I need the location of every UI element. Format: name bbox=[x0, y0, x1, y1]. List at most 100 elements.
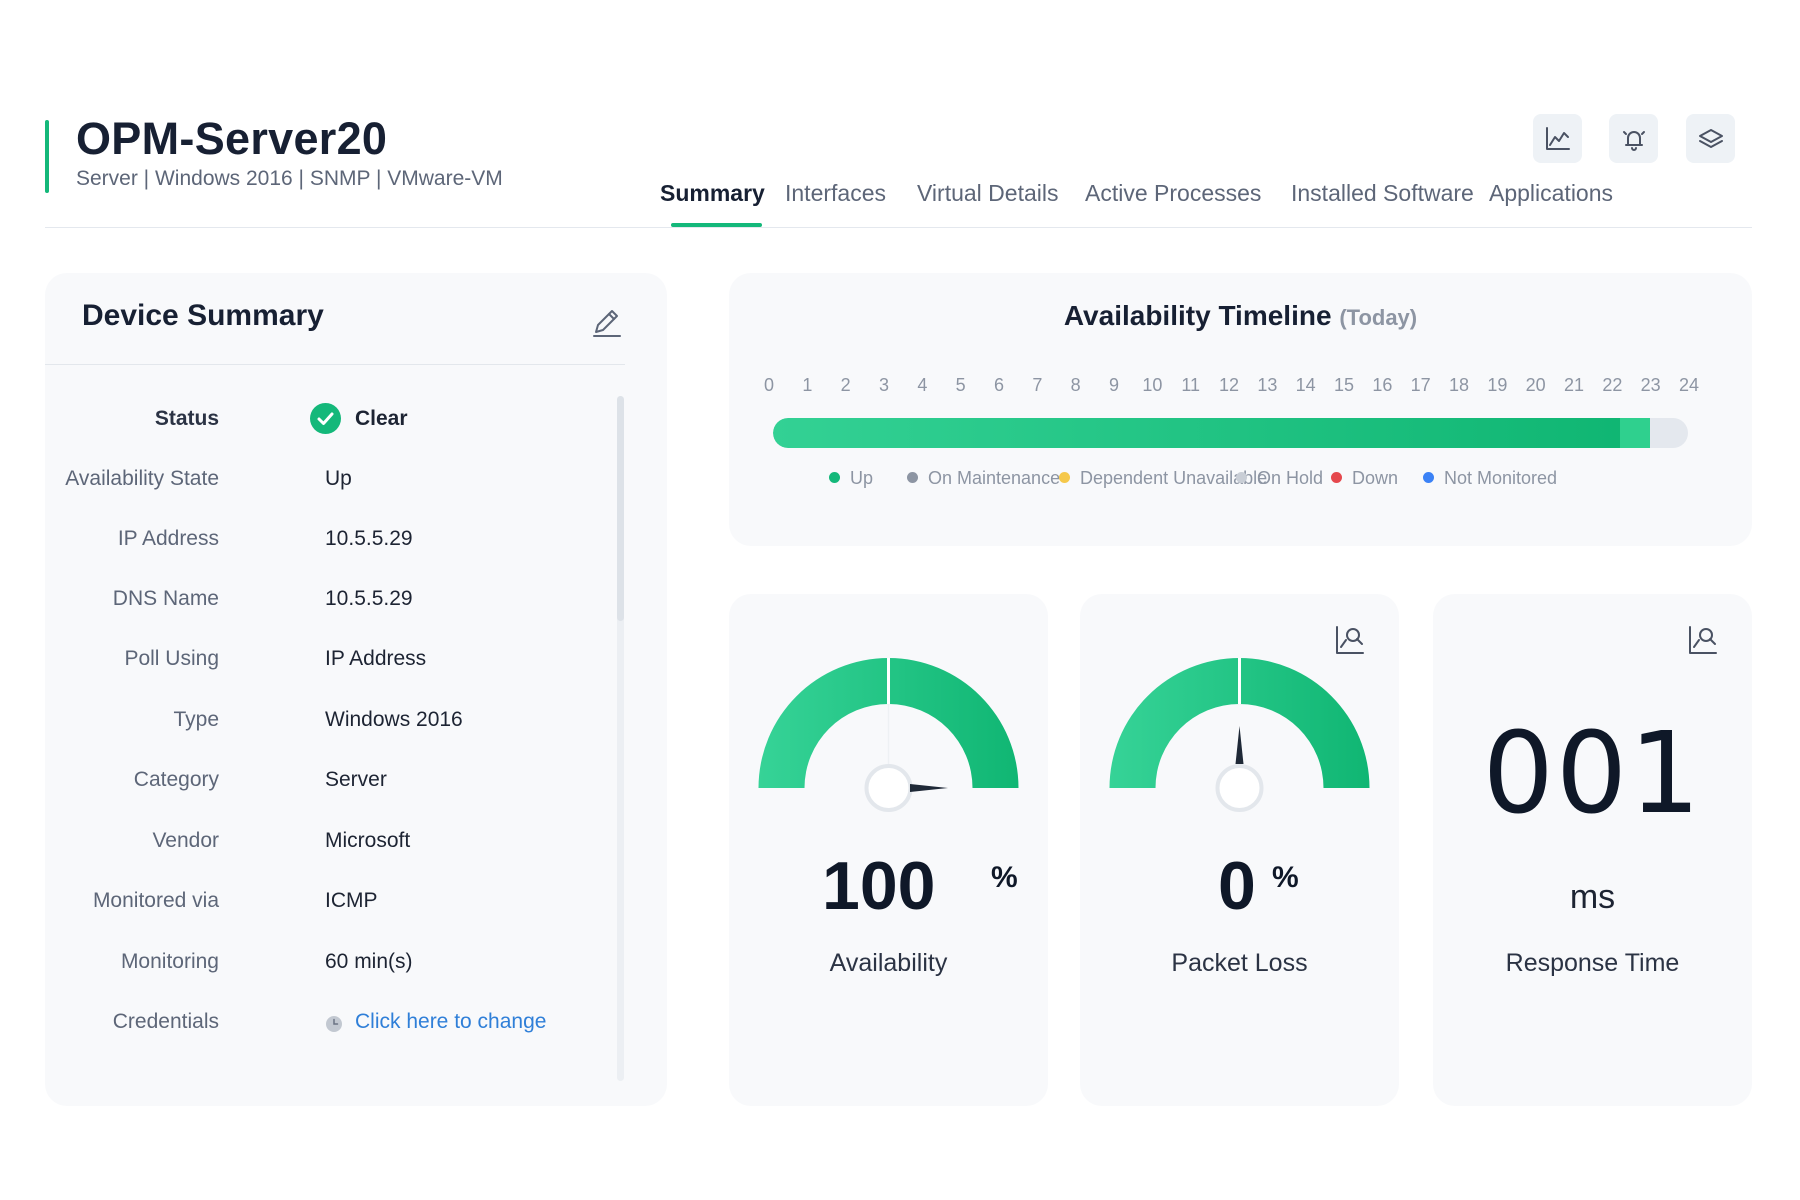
timeline-hour-label: 20 bbox=[1525, 375, 1546, 395]
timeline-hour-label: 3 bbox=[878, 375, 890, 395]
gauge-arc bbox=[1109, 658, 1370, 788]
layers-button[interactable] bbox=[1686, 114, 1735, 163]
row-value: ICMP bbox=[325, 889, 378, 912]
device-summary-title: Device Summary bbox=[82, 299, 324, 332]
timeline-hour-label: 23 bbox=[1640, 375, 1661, 395]
row-label: Monitoring bbox=[120, 950, 219, 973]
timeline-hour-label: 6 bbox=[993, 375, 1005, 395]
alarm-button[interactable] bbox=[1609, 114, 1658, 163]
legend-item[interactable]: Up bbox=[829, 468, 873, 489]
timeline-hour-label: 19 bbox=[1487, 375, 1508, 395]
tab-virtual-details[interactable]: Virtual Details bbox=[917, 180, 1059, 206]
line-chart-icon bbox=[1545, 126, 1570, 150]
timeline-hour-label: 5 bbox=[955, 375, 966, 395]
chart-search-icon[interactable] bbox=[1332, 622, 1368, 658]
availability-gauge bbox=[758, 658, 1019, 812]
tab-active-processes[interactable]: Active Processes bbox=[1085, 180, 1262, 206]
row-label: Availability State bbox=[65, 467, 219, 490]
tab-interfaces[interactable]: Interfaces bbox=[785, 180, 886, 206]
check-circle-icon bbox=[310, 403, 341, 434]
row-label: Poll Using bbox=[124, 647, 219, 670]
timeline-hour-label: 22 bbox=[1602, 375, 1623, 395]
row-type: Type Windows 2016 bbox=[45, 702, 605, 742]
summary-divider bbox=[45, 364, 625, 365]
timeline-subtitle: (Today) bbox=[1339, 305, 1418, 330]
legend-label: Dependent Unavailable bbox=[1080, 468, 1268, 488]
timeline-hour-label: 21 bbox=[1563, 375, 1585, 395]
layers-icon bbox=[1698, 128, 1723, 148]
timeline-hour-label: 15 bbox=[1333, 375, 1355, 395]
device-subtitle: Server | Windows 2016 | SNMP | VMware-VM bbox=[76, 167, 503, 190]
row-label: Vendor bbox=[152, 829, 219, 852]
legend-label: On Maintenance bbox=[928, 468, 1061, 488]
legend-item[interactable]: Not Monitored bbox=[1423, 468, 1557, 489]
row-ip-address: IP Address 10.5.5.29 bbox=[45, 521, 605, 561]
timeline-bar[interactable] bbox=[773, 418, 1688, 448]
header-divider bbox=[45, 227, 1752, 228]
legend-dot bbox=[1059, 472, 1070, 483]
tab-summary[interactable]: Summary bbox=[660, 180, 765, 206]
timeline-hour-label: 10 bbox=[1142, 375, 1163, 395]
timeline-hour-label: 24 bbox=[1678, 375, 1700, 395]
device-summary-card: Device Summary Status Clear Availability… bbox=[45, 273, 667, 1106]
line-chart-button[interactable] bbox=[1533, 114, 1582, 163]
change-credentials-link[interactable]: Click here to change bbox=[355, 1010, 547, 1033]
tab-installed-software[interactable]: Installed Software bbox=[1291, 180, 1474, 206]
row-label: Credentials bbox=[112, 1010, 219, 1033]
availability-unit: % bbox=[991, 861, 1018, 894]
timeline-current-hour-segment bbox=[1619, 418, 1650, 448]
tab-applications[interactable]: Applications bbox=[1489, 180, 1614, 206]
chart-search-icon[interactable] bbox=[1685, 622, 1721, 658]
legend-label: Up bbox=[850, 468, 874, 488]
summary-scrollbar-track[interactable] bbox=[617, 396, 624, 1081]
legend-label: Down bbox=[1352, 468, 1399, 488]
timeline-hour-label: 8 bbox=[1070, 375, 1081, 395]
row-status: Status Clear bbox=[45, 401, 605, 441]
title-accent-bar bbox=[45, 120, 49, 193]
edit-icon[interactable] bbox=[590, 305, 624, 339]
timeline-title: Availability Timeline (Today) bbox=[729, 300, 1752, 332]
row-vendor: Vendor Microsoft bbox=[45, 823, 605, 863]
packet-loss-card: 0 % Packet Loss bbox=[1080, 594, 1399, 1106]
row-monitored-via: Monitored via ICMP bbox=[45, 883, 605, 923]
row-value: IP Address bbox=[325, 647, 427, 670]
response-time-value: 001 bbox=[1482, 709, 1703, 839]
device-title: OPM-Server20 bbox=[76, 113, 388, 164]
row-availability-state: Availability State Up bbox=[45, 461, 605, 501]
row-label: Category bbox=[133, 768, 219, 791]
clock-icon bbox=[326, 1016, 342, 1032]
timeline-hour-label: 18 bbox=[1448, 375, 1470, 395]
packet-loss-value: 0 bbox=[1218, 848, 1256, 924]
row-label: Status bbox=[154, 407, 219, 430]
row-value: Windows 2016 bbox=[325, 708, 463, 731]
row-value: Up bbox=[325, 467, 352, 490]
bell-icon bbox=[1622, 130, 1645, 151]
gauge-hub bbox=[1215, 764, 1264, 812]
legend-item[interactable]: Dependent Unavailable bbox=[1059, 468, 1267, 489]
row-value: 10.5.5.29 bbox=[325, 587, 413, 610]
response-time-unit: ms bbox=[1569, 878, 1616, 916]
timeline-hour-label: 9 bbox=[1108, 375, 1120, 395]
availability-label: Availability bbox=[829, 949, 948, 977]
row-label: DNS Name bbox=[112, 587, 219, 610]
timeline-hour-label: 17 bbox=[1410, 375, 1431, 395]
row-credentials: Credentials Click here to change bbox=[45, 1004, 605, 1044]
gauge-hub bbox=[864, 764, 913, 812]
legend-dot bbox=[1331, 472, 1342, 483]
row-label: IP Address bbox=[117, 527, 219, 550]
summary-scrollbar-thumb[interactable] bbox=[617, 396, 624, 621]
timeline-hour-label: 14 bbox=[1295, 375, 1316, 395]
timeline-hour-label: 7 bbox=[1032, 375, 1043, 395]
timeline-hour-label: 12 bbox=[1218, 375, 1240, 395]
availability-value: 100 bbox=[822, 848, 936, 924]
legend-item[interactable]: Down bbox=[1331, 468, 1398, 489]
timeline-hour-label: 16 bbox=[1372, 375, 1393, 395]
legend-item[interactable]: On Hold bbox=[1236, 468, 1323, 489]
timeline-hour-label: 2 bbox=[840, 375, 851, 395]
packet-loss-unit: % bbox=[1272, 861, 1299, 894]
row-value: Clear bbox=[355, 407, 408, 430]
legend-item[interactable]: On Maintenance bbox=[907, 468, 1060, 489]
legend-label: On Hold bbox=[1257, 468, 1324, 488]
